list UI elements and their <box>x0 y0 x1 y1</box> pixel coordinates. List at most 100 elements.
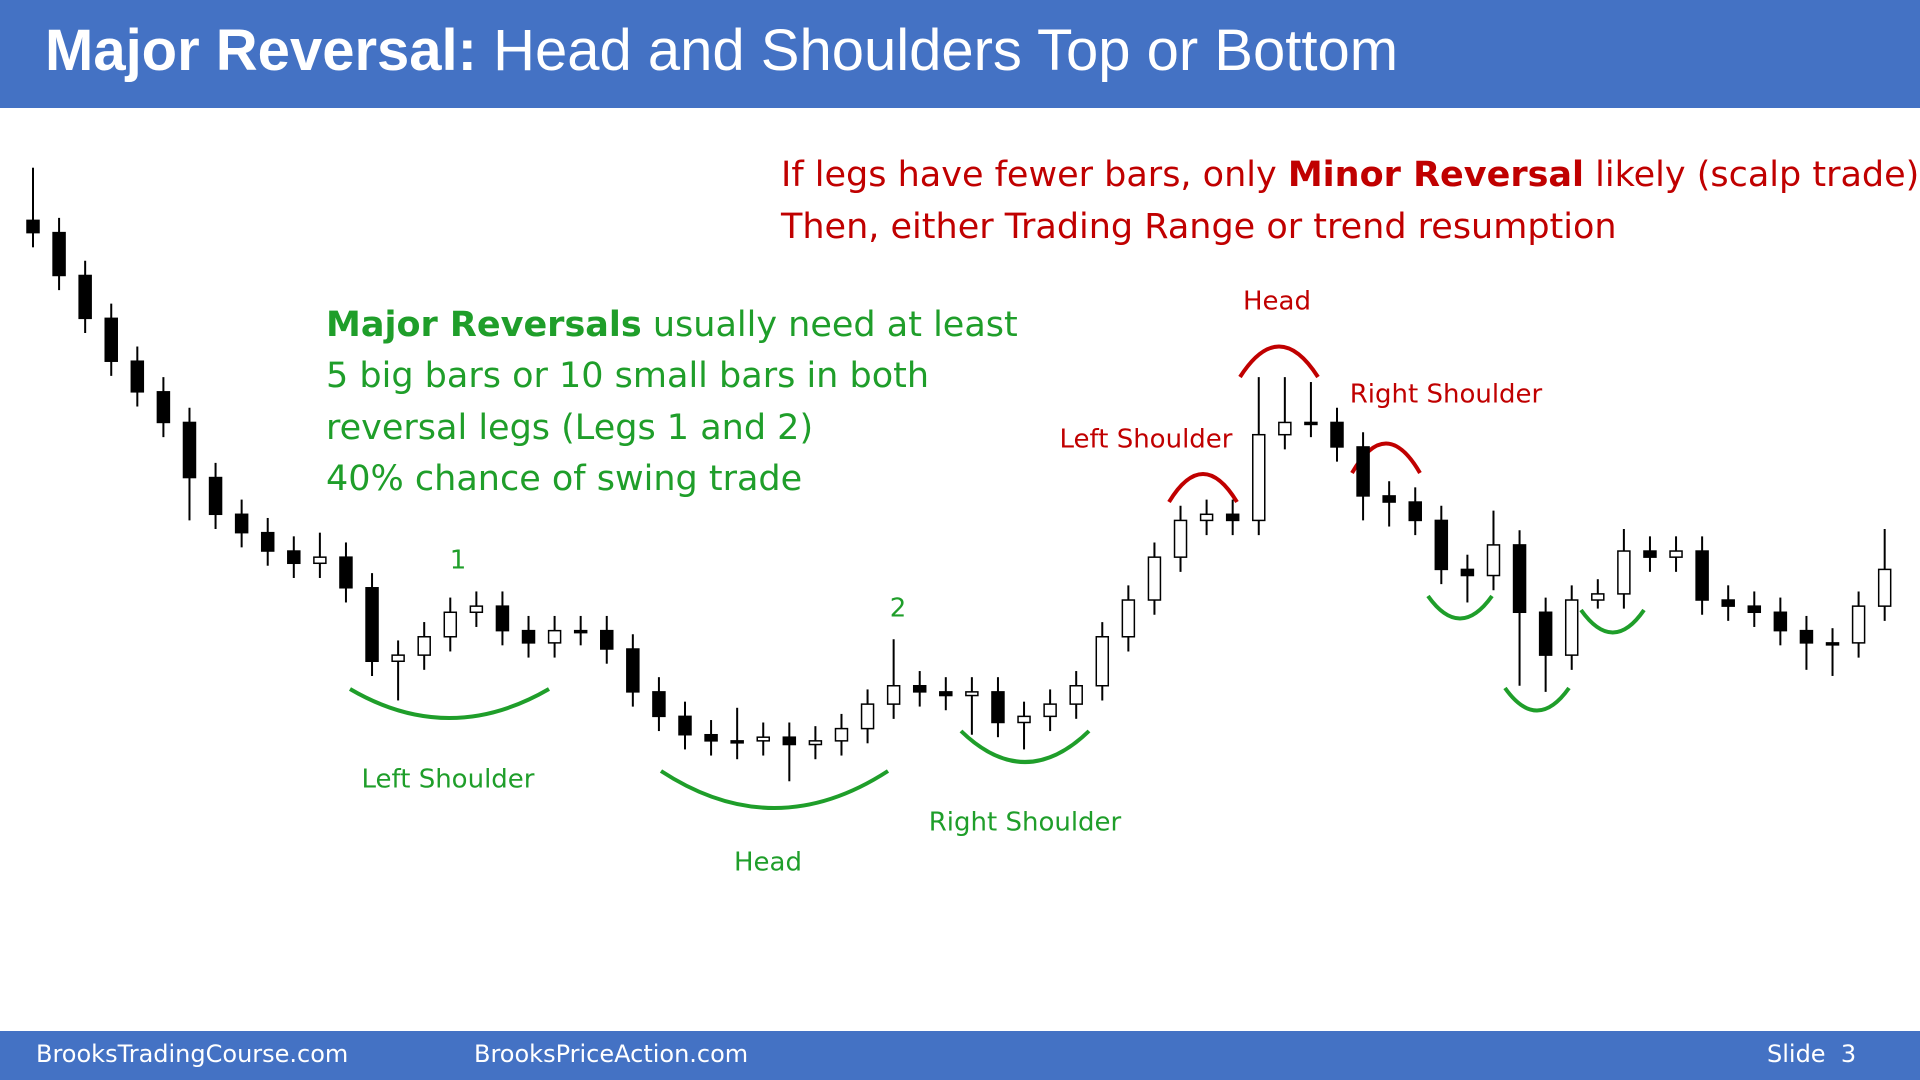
candle-body <box>1512 544 1527 614</box>
green-note-4: 40% chance of swing trade <box>326 459 802 499</box>
footer-link: BrooksTradingCourse.com <box>36 1040 348 1068</box>
pattern-label: Left Shoulder <box>1060 425 1233 455</box>
slide-title: Major Reversal: Head and Shoulders Top o… <box>45 18 1398 83</box>
candle-body <box>182 421 197 479</box>
red-note-1: If legs have fewer bars, only Minor Reve… <box>781 155 1919 195</box>
candle-body <box>860 703 875 730</box>
bottom-labels: 1 2 Left Shoulder Head Right Shoulder <box>362 546 1122 878</box>
candle-body <box>1538 611 1553 656</box>
candle-body <box>782 736 797 746</box>
slide-number: Slide 3 <box>1767 1040 1856 1068</box>
pattern-label: Right Shoulder <box>929 808 1122 838</box>
footer-bar <box>0 1031 1920 1080</box>
leg-label: 2 <box>890 594 907 624</box>
candle-body <box>443 611 458 638</box>
green-note-1: Major Reversals usually need at least <box>326 305 1018 345</box>
candle-body <box>1460 568 1475 577</box>
leg-label: 1 <box>450 546 467 576</box>
pattern-label: Head <box>734 848 802 878</box>
candle-body <box>156 391 171 424</box>
candle-body <box>1669 550 1683 558</box>
arc <box>1579 608 1646 635</box>
candle-body <box>1825 642 1840 646</box>
candle-body <box>1695 550 1709 601</box>
candle-body <box>469 605 484 614</box>
candle-body <box>1591 593 1605 601</box>
arc <box>348 687 551 720</box>
red-text: likely (scalp trade) <box>1584 155 1919 195</box>
candle-body <box>1486 544 1501 577</box>
red-note-2: Then, either Trading Range or trend resu… <box>780 207 1617 247</box>
candle-body <box>704 733 718 742</box>
candle-body <box>965 691 979 697</box>
candle-body <box>626 648 640 693</box>
candle-body <box>1017 715 1031 724</box>
candle-body <box>1747 605 1762 614</box>
candle-body <box>521 629 536 644</box>
footer-link: BrooksPriceAction.com <box>474 1040 748 1068</box>
header-bar <box>0 0 1920 108</box>
green-note-3: reversal legs (Legs 1 and 2) <box>326 408 813 448</box>
pattern-label: Right Shoulder <box>1350 380 1543 410</box>
candle-body <box>1851 605 1866 644</box>
candle-body <box>1434 519 1449 571</box>
candle-body <box>1095 636 1110 687</box>
candle-body <box>756 736 770 742</box>
candles <box>26 167 1892 782</box>
title-bold: Major Reversal: <box>45 18 477 83</box>
candle-body <box>78 274 92 320</box>
candle-body <box>339 556 353 589</box>
candle-body <box>26 219 40 234</box>
candle-body <box>1304 421 1318 426</box>
candle-body <box>260 531 275 552</box>
candle-body <box>1799 629 1814 644</box>
candle-body <box>547 629 562 644</box>
candle-body <box>1069 684 1083 705</box>
candle-body <box>1617 550 1631 595</box>
green-note-2: 5 big bars or 10 small bars in both <box>326 356 929 396</box>
candle-body <box>678 715 692 736</box>
candle-body <box>1043 703 1057 718</box>
candle-body <box>808 740 823 746</box>
pattern-label: Head <box>1243 287 1311 317</box>
candle-body <box>1278 421 1292 436</box>
candle-body <box>391 654 405 663</box>
green-text: usually need at least <box>642 305 1018 345</box>
candle-body <box>1643 550 1657 558</box>
arc <box>1503 686 1571 713</box>
arc <box>1426 594 1494 621</box>
candle-body <box>939 691 953 697</box>
candle-body <box>417 636 431 656</box>
candle-body <box>104 317 118 362</box>
candle-body <box>1147 556 1162 601</box>
candle-body <box>495 605 510 632</box>
candle-body <box>912 684 927 693</box>
candle-body <box>1382 495 1396 503</box>
green-bold: Major Reversals <box>326 305 642 345</box>
candle-body <box>313 556 327 565</box>
green-arcs <box>348 594 1646 810</box>
candle-body <box>234 513 249 534</box>
candle-body <box>1225 513 1240 522</box>
candle-body <box>1330 421 1344 448</box>
top-labels: Head Left Shoulder Right Shoulder <box>1060 287 1543 455</box>
arc <box>659 769 890 810</box>
candle-body <box>573 629 588 634</box>
candle-body <box>1252 433 1266 522</box>
candle-body <box>208 476 223 516</box>
pattern-label: Left Shoulder <box>362 765 535 795</box>
candle-body <box>1356 446 1370 497</box>
red-text: If legs have fewer bars, only <box>781 155 1288 195</box>
candle-body <box>886 684 901 705</box>
red-bold: Minor Reversal <box>1288 155 1584 195</box>
candle-body <box>52 231 66 277</box>
arc <box>959 729 1091 764</box>
candle-body <box>600 629 614 650</box>
arc <box>1238 344 1320 379</box>
candle-body <box>130 360 145 393</box>
candle-body <box>1408 501 1422 522</box>
candle-body <box>652 691 666 718</box>
arc <box>1167 472 1239 504</box>
candle-body <box>991 691 1005 724</box>
